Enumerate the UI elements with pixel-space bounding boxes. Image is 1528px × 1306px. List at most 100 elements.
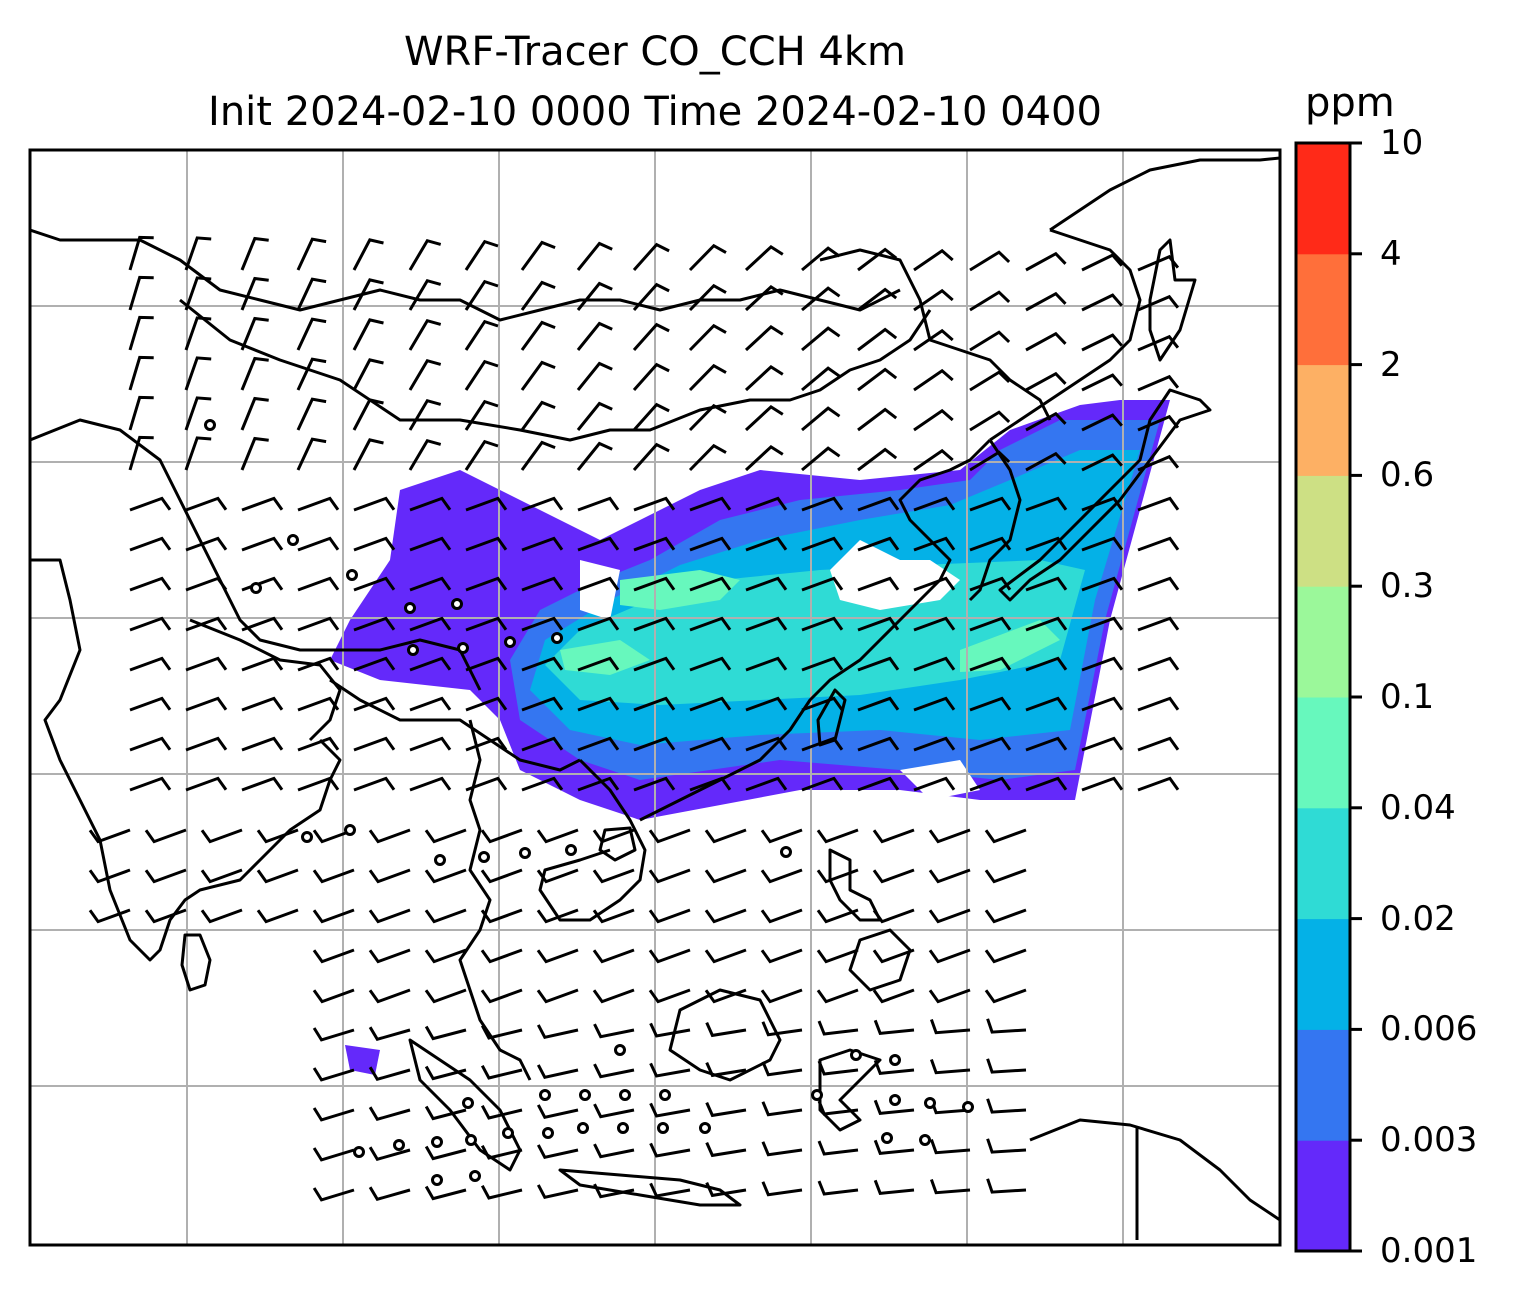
wind-barb [1137,576,1180,592]
wind-barb [1081,293,1123,312]
wind-barb [872,948,915,964]
wind-barb [633,536,676,552]
wind-barb [913,656,956,672]
wind-barb [745,536,788,552]
wind-barb [857,247,898,272]
wind-barb [704,828,747,844]
wind-barb [633,496,676,512]
wind-barb [857,776,900,792]
wind-barb [649,1102,691,1118]
wind-barb [984,828,1027,844]
wind-barb [649,1182,691,1198]
wind-barb [1081,576,1124,592]
wind-barb [928,828,971,844]
wind-barb [577,696,620,712]
wind-barb [464,399,499,431]
wind-barb [465,496,508,512]
wind-barb [353,536,396,552]
wind-barb [969,536,1012,552]
wind-barb [705,1181,747,1198]
wind-barb [929,1178,971,1195]
wind-barb [801,576,844,592]
wind-barb [1025,451,1067,472]
calm-wind-marker [204,419,216,431]
wind-barb [521,736,564,752]
wind-barb [241,616,284,632]
wind-barb [633,576,676,592]
wind-barb [185,616,228,632]
wind-barb [969,736,1012,752]
wind-barb [969,616,1012,632]
wind-barb [913,368,954,392]
wind-barb [521,576,564,592]
wind-barb [648,908,691,924]
wind-barb [368,908,411,924]
wind-barb [312,868,355,884]
wind-barb [857,536,900,552]
wind-barb [424,1145,467,1161]
wind-barb [520,320,556,351]
china-coast [639,438,992,822]
wind-barb [1025,371,1067,392]
colorbar-segment [1296,253,1350,366]
wind-barb [312,1147,355,1162]
wind-barb [577,776,620,792]
colorbar-segment [1296,1029,1350,1141]
russia-coast-2 [989,228,1142,442]
wind-barb [1025,616,1068,632]
wind-barb [536,948,579,964]
colorbar-tick-label: 10 [1380,123,1424,163]
plume-gap [580,560,620,620]
wind-barb [1137,454,1180,472]
wind-barb [689,576,732,592]
taiwan [816,688,847,747]
wind-barb [1137,616,1180,632]
wind-barb [969,576,1012,592]
wind-barb [986,1138,1027,1154]
wind-barb [465,656,508,672]
wind-barb [465,616,508,632]
wind-barb [312,828,355,844]
wind-barb [408,358,442,391]
wind-barb [129,536,172,552]
wind-barb [913,576,956,592]
wind-barb [480,828,523,844]
colorbar [1294,141,1362,1253]
calm-wind-marker [462,1097,474,1109]
calm-wind-marker [478,851,490,863]
calm-wind-marker [889,1094,901,1106]
wind-barb [592,988,635,1004]
wind-barb [185,736,228,752]
calm-wind-marker [353,1146,365,1158]
wind-barb [929,1018,971,1035]
calm-wind-marker [431,1136,443,1148]
calm-wind-marker [346,569,358,581]
wind-barb [577,536,620,552]
wind-barb [297,616,340,632]
new-guinea [1029,1118,1280,1222]
wind-barb [409,776,452,792]
wind-barb [872,908,915,924]
wind-barb [296,237,327,271]
wind-barb [744,245,784,272]
calm-wind-marker [889,1054,901,1066]
colorbar-segment [1296,807,1350,920]
wind-barb [368,988,411,1004]
wind-barb [353,616,396,632]
wind-barb [745,736,788,752]
wind-barb [984,908,1027,924]
wind-barb [744,365,784,392]
wind-barb [801,656,844,672]
colorbar-segment [1296,918,1350,1030]
wind-barb [465,776,508,792]
wind-barb [801,326,841,352]
wind-barb [817,1020,859,1036]
wind-barb [801,616,844,632]
colorbar-tick-label: 0.001 [1380,1231,1478,1271]
wind-barb [536,1144,579,1160]
wind-barb [744,325,784,352]
wind-barb [577,656,620,672]
wind-barb [913,536,956,552]
wind-barb [857,407,898,432]
wind-barb [521,656,564,672]
